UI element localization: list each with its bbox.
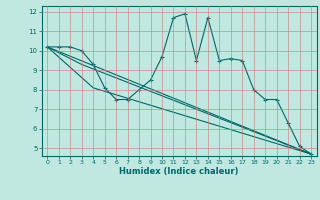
X-axis label: Humidex (Indice chaleur): Humidex (Indice chaleur) <box>119 167 239 176</box>
